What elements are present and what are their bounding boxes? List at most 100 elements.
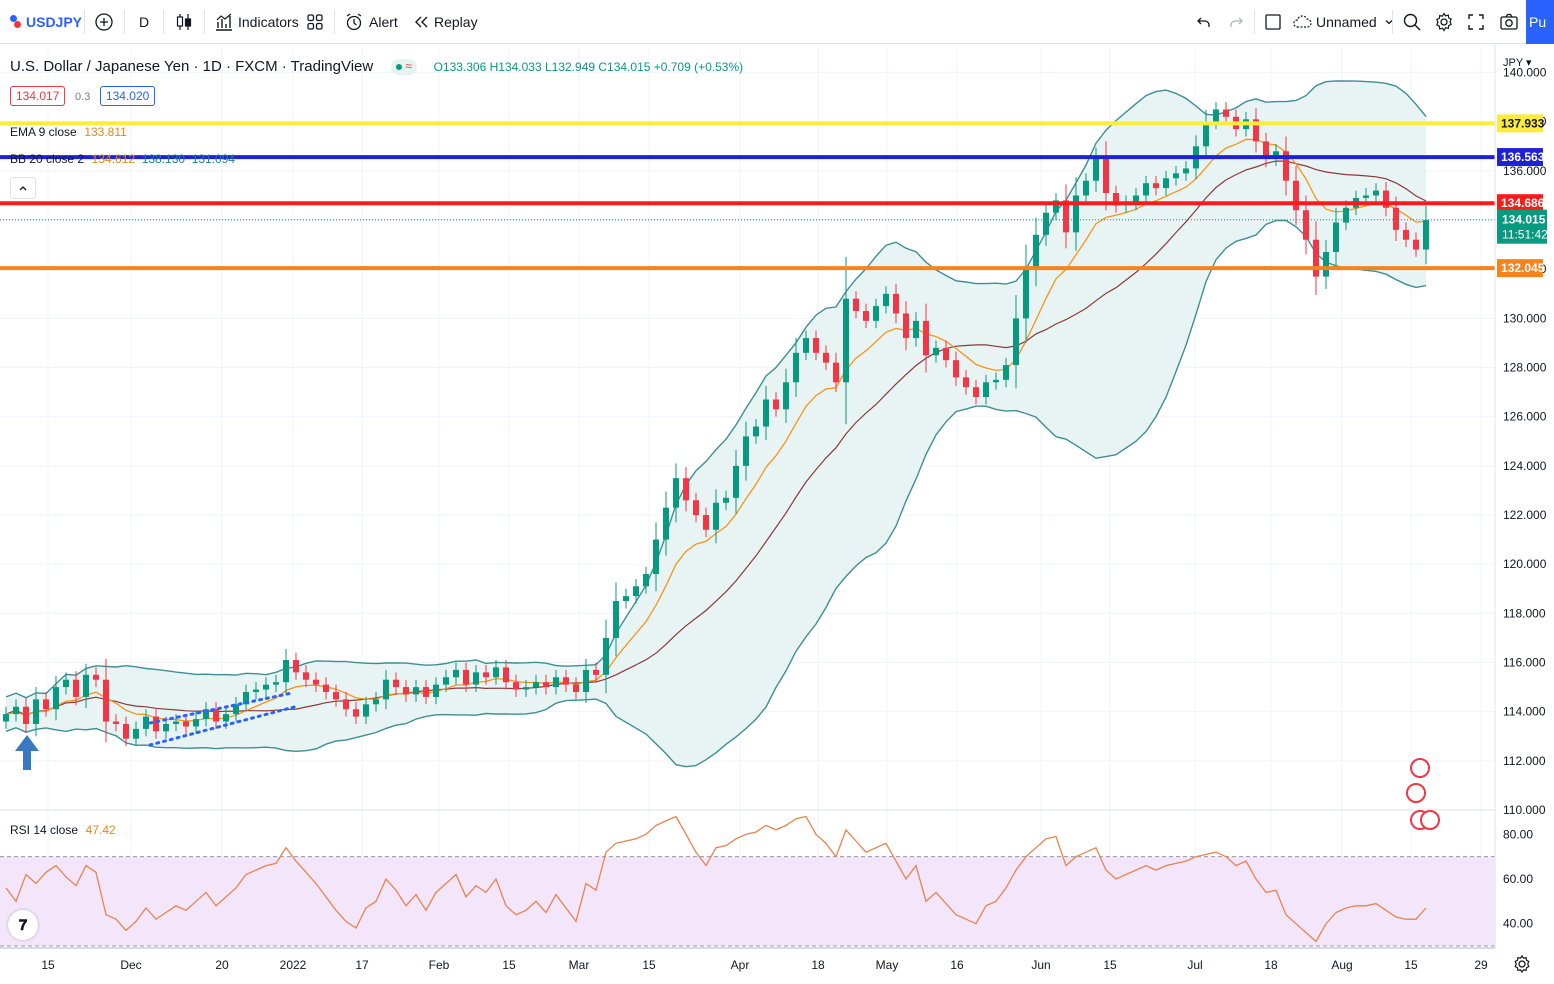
- candle-body: [593, 669, 599, 675]
- quick-search-button[interactable]: [1402, 0, 1422, 44]
- compare-symbol-button[interactable]: [94, 0, 114, 44]
- alarm-clock-icon: [346, 13, 362, 31]
- events-flag-icon[interactable]: [1406, 758, 1444, 830]
- layout-select-button[interactable]: [1264, 0, 1282, 44]
- candle-body: [163, 723, 169, 732]
- bb-legend[interactable]: BB 20 close 2 134.612 138.130 131.094: [10, 151, 235, 166]
- tradingview-logo[interactable]: 𝟕: [8, 910, 38, 940]
- interval-button[interactable]: D: [139, 0, 149, 44]
- candle: [143, 709, 149, 737]
- layout-name-button[interactable]: Unnamed: [1291, 0, 1395, 44]
- horizontal-lines: [0, 121, 1495, 271]
- candle: [23, 698, 29, 733]
- candle-body: [363, 704, 369, 717]
- candle: [563, 669, 569, 693]
- bid-ask-row: 134.017 0.3 134.020: [10, 86, 156, 106]
- collapse-legend-button[interactable]: [10, 177, 36, 199]
- price-tick-label: 118.000: [1503, 606, 1546, 620]
- alert-button[interactable]: Alert: [344, 0, 398, 44]
- indicators-button[interactable]: Indicators: [214, 0, 299, 44]
- rsi-legend[interactable]: RSI 14 close 47.42: [10, 822, 116, 837]
- candle: [573, 677, 579, 700]
- candle-body: [1133, 195, 1139, 203]
- candle-body: [403, 687, 409, 695]
- candle: [1333, 207, 1339, 267]
- candle-body: [453, 669, 459, 678]
- candle: [333, 684, 339, 707]
- candle-body: [613, 601, 619, 638]
- settings-button[interactable]: [1434, 0, 1454, 44]
- candle: [1383, 181, 1389, 217]
- candle: [813, 330, 819, 361]
- time-tick-label: Jul: [1187, 958, 1202, 972]
- candle-body: [663, 507, 669, 540]
- rsi-band: [0, 856, 1495, 946]
- candle: [853, 291, 859, 319]
- grid-templates-icon: [307, 14, 323, 30]
- replay-button[interactable]: Replay: [412, 0, 478, 44]
- candle: [933, 340, 939, 363]
- candle: [1273, 143, 1279, 166]
- candle: [593, 662, 599, 683]
- candle: [1413, 232, 1419, 257]
- candle: [43, 692, 49, 717]
- dotted-trendline: [148, 704, 300, 747]
- candle-body: [723, 497, 729, 503]
- candle-body: [753, 426, 759, 437]
- candle: [643, 566, 649, 594]
- candle: [3, 706, 9, 729]
- add-circle-icon: [95, 13, 113, 31]
- fullscreen-icon: [1468, 14, 1484, 30]
- ema-legend[interactable]: EMA 9 close 133.811: [10, 124, 127, 139]
- candle-body: [383, 679, 389, 700]
- candle: [613, 582, 619, 657]
- dotted-trendline: [148, 691, 294, 725]
- time-tick-label: 18: [1264, 958, 1278, 972]
- candle-body: [1323, 252, 1329, 277]
- line-price-label: 132.045: [1501, 261, 1545, 275]
- candle-body: [273, 682, 279, 685]
- fullscreen-button[interactable]: [1467, 0, 1485, 44]
- candle-body: [1023, 269, 1029, 319]
- candle: [943, 340, 949, 368]
- candle-body: [833, 362, 839, 383]
- time-tick-label: 2022: [280, 958, 307, 972]
- candle: [603, 619, 609, 694]
- candle-body: [233, 704, 239, 715]
- chart-type-button[interactable]: [174, 0, 194, 44]
- candle: [1223, 102, 1229, 125]
- publish-button[interactable]: Pu: [1526, 0, 1554, 44]
- candle: [513, 674, 519, 697]
- templates-button[interactable]: [306, 0, 324, 44]
- candle: [493, 660, 499, 685]
- symbol-description: U.S. Dollar / Japanese Yen · 1D · FXCM ·…: [10, 58, 374, 75]
- candle: [803, 330, 809, 361]
- candle: [1163, 170, 1169, 196]
- chart-settings-button[interactable]: [1512, 954, 1532, 979]
- candle-body: [493, 667, 499, 678]
- price-tick-label: 128.000: [1503, 361, 1547, 375]
- candle-body: [1343, 207, 1349, 223]
- time-tick-label: Apr: [731, 958, 750, 972]
- candle: [723, 490, 729, 511]
- candle: [243, 684, 249, 712]
- candle-body: [633, 586, 639, 597]
- time-tick-label: 15: [1103, 958, 1117, 972]
- candle: [533, 674, 539, 695]
- candle-body: [1093, 158, 1099, 181]
- candle: [1283, 136, 1289, 196]
- symbol-search-button[interactable]: USDJPY: [10, 0, 82, 44]
- toolbar-divider: [204, 10, 205, 34]
- undo-button[interactable]: [1195, 0, 1213, 44]
- candle: [1423, 205, 1429, 265]
- candle: [663, 491, 669, 556]
- redo-button[interactable]: [1227, 0, 1245, 44]
- sell-price-button[interactable]: 134.017: [10, 86, 66, 106]
- candle: [883, 286, 889, 314]
- price-chart[interactable]: JPY ▾140.000138.000136.000134.000132.000…: [0, 44, 1554, 984]
- candle-body: [203, 709, 209, 720]
- candle: [1153, 175, 1159, 196]
- candle: [953, 351, 959, 386]
- buy-price-button[interactable]: 134.020: [99, 86, 156, 106]
- snapshot-button[interactable]: [1499, 0, 1519, 44]
